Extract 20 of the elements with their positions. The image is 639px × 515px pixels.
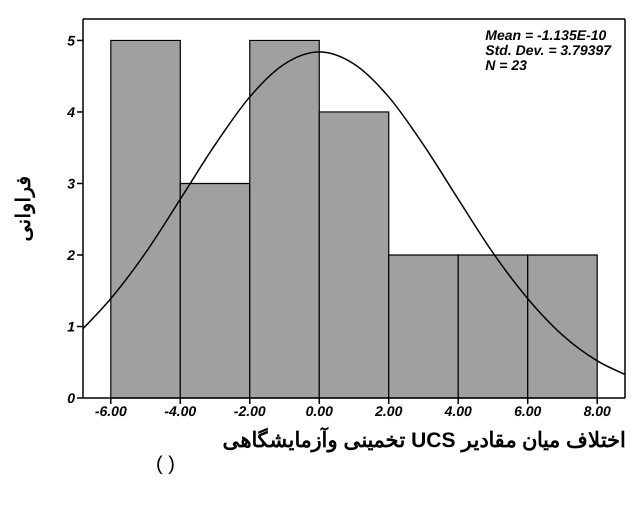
- y-tick-label: 2: [66, 246, 76, 263]
- x-tick-label: -6.00: [94, 402, 127, 419]
- y-tick-label: 1: [67, 318, 76, 334]
- annotation: Std. Dev. = 3.79397: [485, 42, 611, 58]
- x-tick-label: 6.00: [514, 402, 542, 419]
- y-axis-title: فراوانی: [13, 176, 36, 242]
- x-tick-label: -4.00: [164, 402, 196, 419]
- x-tick-label: -2.00: [234, 402, 266, 419]
- y-tick-label: 4: [66, 104, 76, 120]
- annotation: N = 23: [485, 57, 528, 73]
- y-tick-label: 5: [67, 32, 76, 48]
- x-tick-label: 2.00: [374, 402, 403, 419]
- annotation: Mean = -1.135E-10: [485, 27, 608, 43]
- x-axis-title: اختلاف میان مقادیر UCS تخمینی وآزمایشگاهی: [221, 428, 627, 453]
- x-tick-label: 0.00: [306, 402, 334, 419]
- x-tick-label: 8.00: [584, 402, 612, 419]
- y-tick-label: 3: [67, 175, 76, 192]
- x-tick-label: 4.00: [444, 402, 472, 419]
- text: ( ): [155, 453, 176, 476]
- y-tick-label: 0: [67, 390, 76, 406]
